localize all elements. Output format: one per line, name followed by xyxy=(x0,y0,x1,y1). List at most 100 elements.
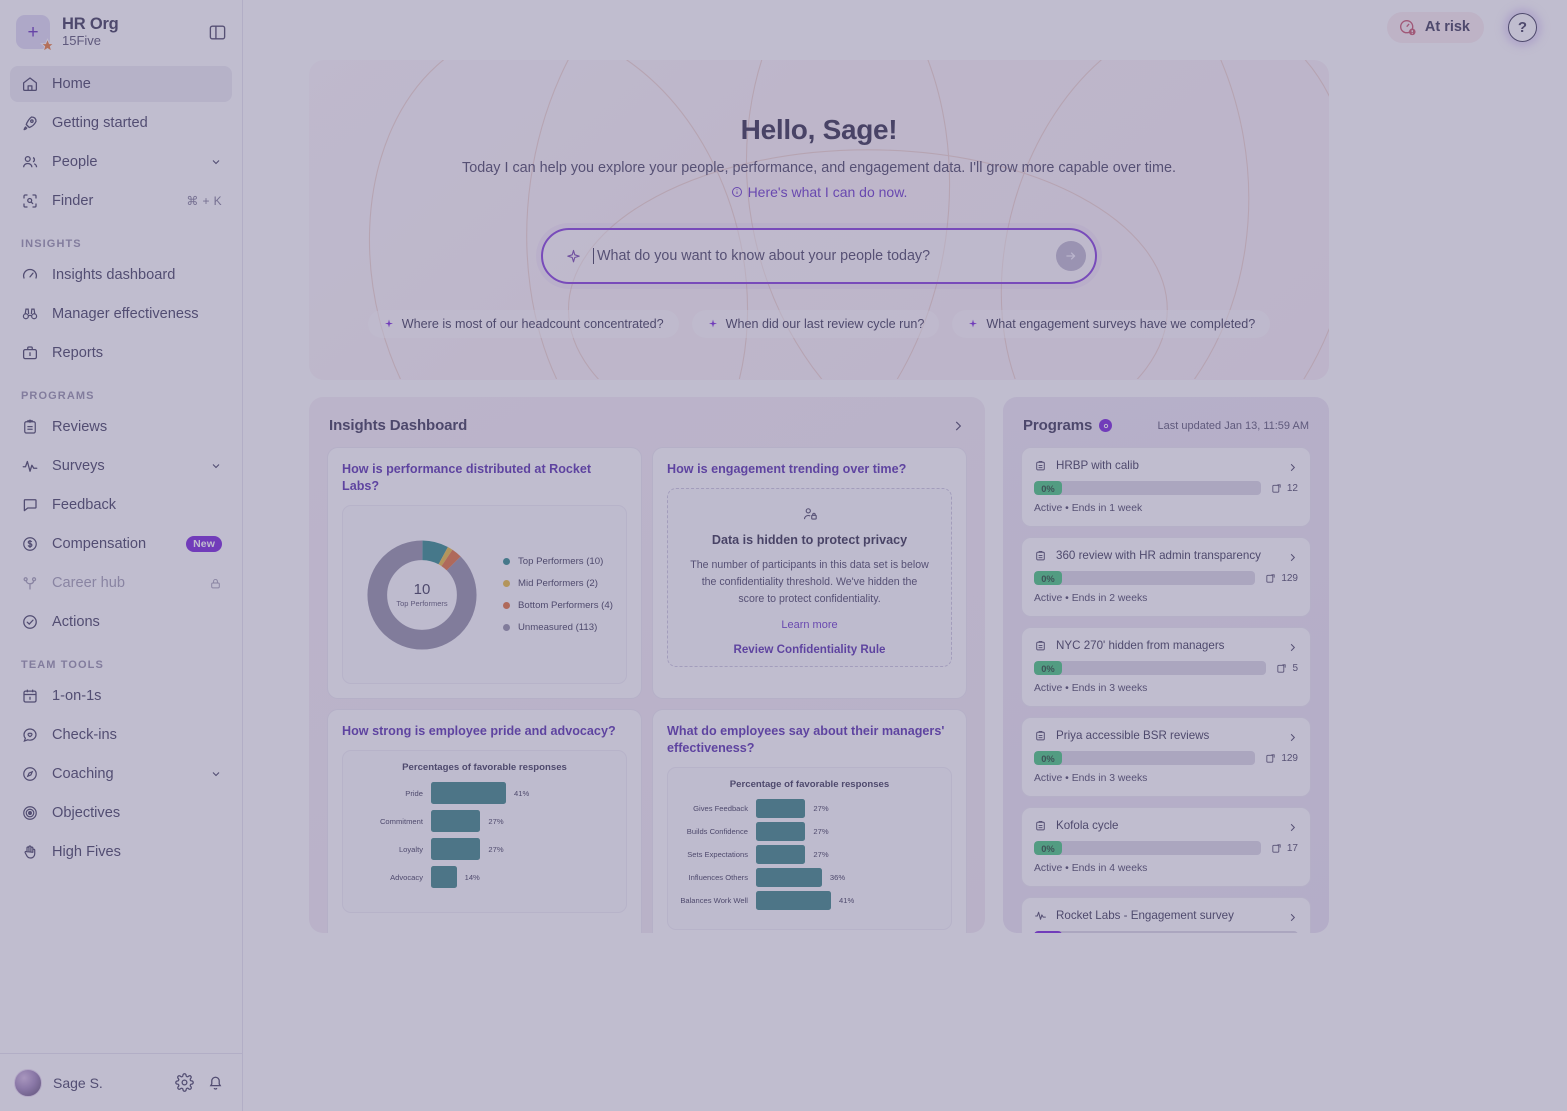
program-card[interactable]: HRBP with calib 0% 12 xyxy=(1021,447,1311,527)
sidebar-item-check-ins[interactable]: Check-ins xyxy=(10,717,232,753)
legend-item: Top Performers (10) xyxy=(503,556,613,567)
sidebar-item-label: 1-on-1s xyxy=(52,688,102,704)
donut-center-value: 10 xyxy=(413,581,431,598)
program-name: 360 review with HR admin transparency xyxy=(1056,549,1261,562)
sidebar-item-high-fives[interactable]: High Fives xyxy=(10,834,232,870)
programs-count-icon xyxy=(1099,419,1113,432)
hero-subtitle: Today I can help you explore your people… xyxy=(462,160,1176,176)
chart-title: Percentage of favorable responses xyxy=(729,779,890,790)
panel-collapse-icon[interactable] xyxy=(206,21,228,43)
progress-bar: 0% xyxy=(1034,571,1256,585)
lock-icon xyxy=(209,577,222,590)
sidebar-item-compensation[interactable]: Compensation New xyxy=(10,526,232,562)
donut-legend: Top Performers (10) Mid Performers (2) xyxy=(503,556,613,633)
program-card[interactable]: Rocket Labs - Engagement survey xyxy=(1021,897,1311,933)
bar-value-label: 36% xyxy=(829,873,846,882)
participants-icon xyxy=(1272,483,1281,493)
suggestion-chips: Where is most of our headcount concentra… xyxy=(309,310,1329,338)
bar-category-label: Influences Others xyxy=(688,873,748,882)
sidebar-item-label: Reviews xyxy=(52,419,108,435)
program-status: Active • Ends in 3 weeks xyxy=(1034,773,1148,784)
sidebar-item-reports[interactable]: Reports xyxy=(10,335,232,371)
legend-item: Mid Performers (2) xyxy=(503,578,613,589)
bar-value-label: 27% xyxy=(813,827,829,836)
insight-card-question: How is engagement trending over time? xyxy=(667,462,907,476)
chevron-right-icon[interactable] xyxy=(951,419,965,433)
bar-row: Influences Others 36% xyxy=(674,868,939,887)
bar-value-label: 27% xyxy=(813,804,829,813)
suggestion-chip[interactable]: What engagement surveys have we complete… xyxy=(952,310,1271,338)
status-badge: New xyxy=(186,535,222,553)
suggestion-chip-label: Where is most of our headcount concentra… xyxy=(401,317,664,331)
legend-item: Unmeasured (113) xyxy=(503,622,613,633)
suggestion-chip[interactable]: When did our last review cycle run? xyxy=(691,310,940,338)
sidebar-item-people[interactable]: People xyxy=(10,144,232,180)
capabilities-link[interactable]: Here's what I can do now. xyxy=(731,184,907,200)
chevron-down-icon[interactable] xyxy=(210,460,222,472)
sidebar-item-manager-effectiveness[interactable]: Manager effectiveness xyxy=(10,296,232,332)
bar-value-label: 41% xyxy=(839,896,855,905)
send-button[interactable] xyxy=(1056,241,1086,271)
sidebar-item-feedback[interactable]: Feedback xyxy=(10,487,232,523)
progress-bar: 0% xyxy=(1034,661,1267,675)
gear-icon[interactable] xyxy=(175,1072,195,1093)
program-name: Kofola cycle xyxy=(1056,819,1119,832)
workspace-switcher[interactable]: + HR Org 15Five xyxy=(0,0,242,62)
chevron-right-icon[interactable] xyxy=(1287,640,1298,652)
review-confidentiality-rule-link[interactable]: Review Confidentiality Rule xyxy=(733,643,886,656)
sidebar-item-surveys[interactable]: Surveys xyxy=(10,448,232,484)
at-risk-button[interactable]: At risk xyxy=(1386,11,1484,43)
suggestion-chip[interactable]: Where is most of our headcount concentra… xyxy=(367,310,679,338)
bell-icon[interactable] xyxy=(206,1073,226,1093)
learn-more-link[interactable]: Learn more xyxy=(781,619,838,631)
chevron-right-icon[interactable] xyxy=(1287,910,1298,922)
sidebar-item-career-hub[interactable]: Career hub xyxy=(10,565,232,601)
avatar[interactable] xyxy=(14,1068,42,1097)
chevron-right-icon[interactable] xyxy=(1287,460,1298,472)
insights-dashboard-panel: Insights Dashboard How is performance di… xyxy=(309,397,985,933)
sidebar-item-coaching[interactable]: Coaching xyxy=(10,756,232,792)
program-status: Active • Ends in 4 weeks xyxy=(1034,863,1148,874)
chevron-right-icon[interactable] xyxy=(1287,820,1298,832)
sidebar-section-insights: INSIGHTS xyxy=(21,238,82,250)
progress-percent: 0% xyxy=(1041,662,1055,674)
bar-category-label: Builds Confidence xyxy=(686,827,748,836)
chevron-down-icon[interactable] xyxy=(210,156,222,168)
sidebar-item-objectives[interactable]: Objectives xyxy=(10,795,232,831)
sidebar-item-label: Surveys xyxy=(52,458,105,474)
progress-percent: 0% xyxy=(1041,752,1055,764)
chevron-right-icon[interactable] xyxy=(1287,550,1298,562)
program-card[interactable]: Priya accessible BSR reviews 0% 129 xyxy=(1021,717,1311,797)
sidebar-item-insights-dashboard[interactable]: Insights dashboard xyxy=(10,257,232,293)
bar-row: Pride 41% xyxy=(349,782,614,804)
search-input[interactable] xyxy=(593,248,1056,264)
insight-card-pride[interactable]: How strong is employee pride and advocac… xyxy=(327,709,642,933)
workspace-subtitle: 15Five xyxy=(62,33,102,49)
progress-bar: 0% xyxy=(1034,751,1256,765)
sidebar-item-getting-started[interactable]: Getting started xyxy=(10,105,232,141)
insight-card-engagement[interactable]: How is engagement trending over time? Da… xyxy=(652,447,967,699)
sidebar-item-finder[interactable]: Finder ⌘ + K xyxy=(10,183,232,219)
sidebar-item-label: Coaching xyxy=(52,766,114,782)
help-button[interactable]: ? xyxy=(1508,12,1537,42)
program-card[interactable]: Kofola cycle 0% 17 xyxy=(1021,807,1311,887)
pulse-icon xyxy=(20,457,39,476)
pride-bar-chart: Pride 41% Commitment 27% Loyalty xyxy=(343,782,626,888)
chat-icon xyxy=(20,496,39,515)
sidebar-item-1-on-1s[interactable]: 1-on-1s xyxy=(10,678,232,714)
sidebar-item-home[interactable]: Home xyxy=(10,66,232,102)
sidebar-item-actions[interactable]: Actions xyxy=(10,604,232,640)
program-card[interactable]: 360 review with HR admin transparency 0%… xyxy=(1021,537,1311,617)
insight-card-performance[interactable]: How is performance distributed at Rocket… xyxy=(327,447,642,699)
plus-icon: + xyxy=(27,21,39,43)
suggestion-chip-label: What engagement surveys have we complete… xyxy=(986,317,1256,331)
chevron-right-icon[interactable] xyxy=(1287,730,1298,742)
program-card[interactable]: NYC 270' hidden from managers 0% 5 xyxy=(1021,627,1311,707)
sidebar-item-reviews[interactable]: Reviews xyxy=(10,409,232,445)
ask-sage-box[interactable] xyxy=(541,228,1097,284)
chevron-down-icon[interactable] xyxy=(210,768,222,780)
sidebar-item-label: Finder xyxy=(52,193,94,209)
insight-card-managers[interactable]: What do employees say about their manage… xyxy=(652,709,967,933)
review-icon xyxy=(1034,819,1047,832)
